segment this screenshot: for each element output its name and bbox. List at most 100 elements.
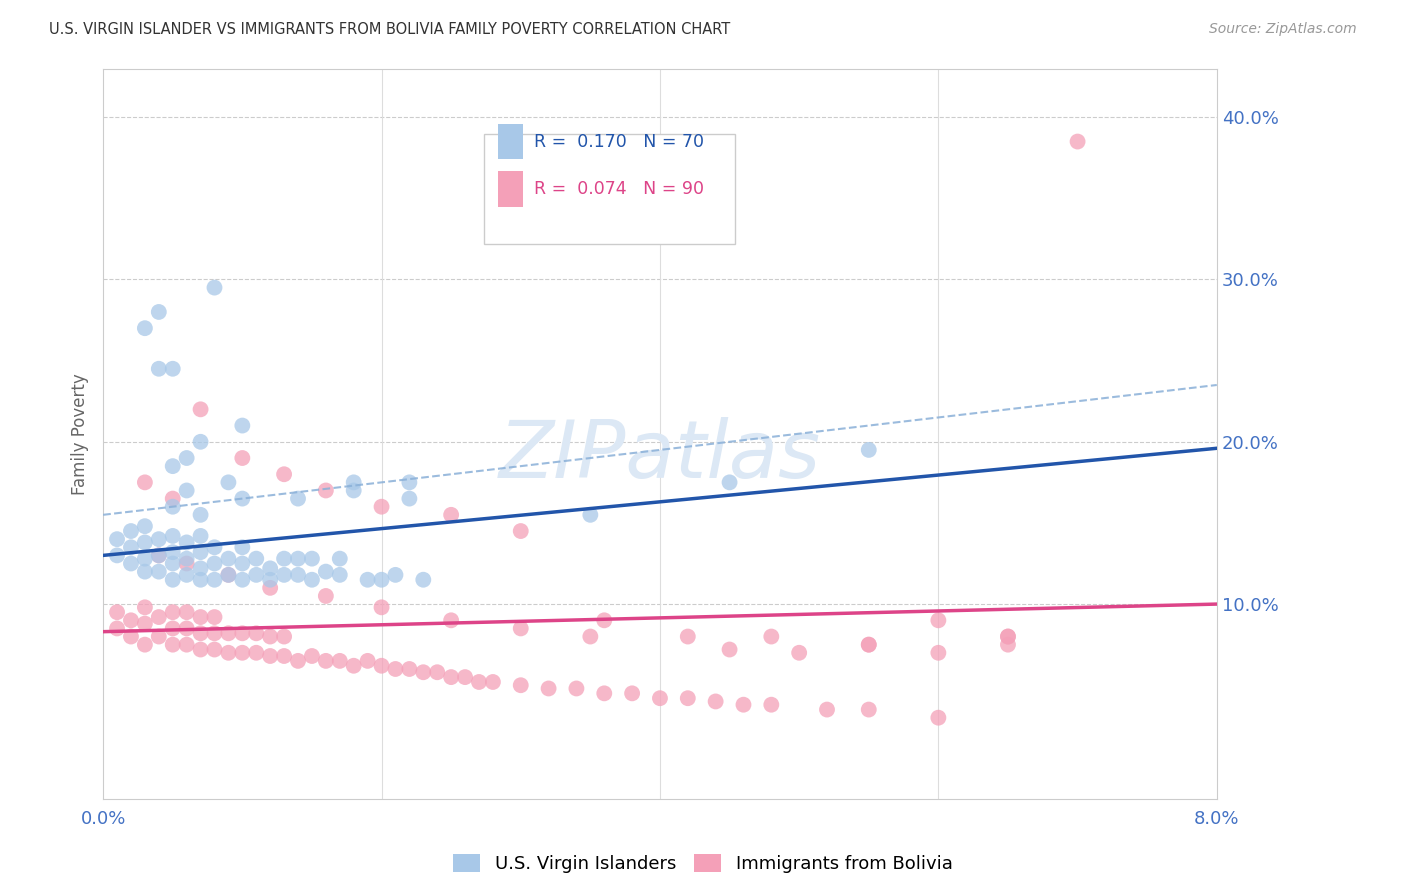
Point xyxy=(105,532,128,546)
Point xyxy=(858,638,880,652)
Point xyxy=(315,565,337,579)
Point xyxy=(148,549,170,563)
Point xyxy=(329,654,352,668)
Point xyxy=(259,561,281,575)
Point xyxy=(162,491,184,506)
Point xyxy=(315,589,337,603)
Point xyxy=(120,630,142,644)
Point xyxy=(509,622,531,636)
Point xyxy=(204,280,226,294)
Point xyxy=(231,557,253,571)
Point xyxy=(398,662,420,676)
Point xyxy=(190,508,212,522)
Point xyxy=(134,519,156,533)
Point xyxy=(398,491,420,506)
Point xyxy=(997,630,1019,644)
Point xyxy=(190,434,212,449)
Point xyxy=(370,573,392,587)
Point xyxy=(190,561,212,575)
Point xyxy=(384,567,406,582)
Point xyxy=(217,567,239,582)
Point xyxy=(468,675,491,690)
Bar xyxy=(499,124,523,159)
Point xyxy=(148,565,170,579)
Point xyxy=(718,642,741,657)
Point xyxy=(176,638,198,652)
Point xyxy=(315,483,337,498)
Point xyxy=(676,691,699,706)
Point xyxy=(190,626,212,640)
Point xyxy=(134,616,156,631)
Point xyxy=(134,565,156,579)
Point xyxy=(704,694,727,708)
Point xyxy=(356,573,378,587)
Point xyxy=(120,557,142,571)
Point xyxy=(231,418,253,433)
Point xyxy=(190,402,212,417)
Point xyxy=(245,551,267,566)
Point xyxy=(537,681,560,696)
Point xyxy=(231,573,253,587)
Y-axis label: Family Poverty: Family Poverty xyxy=(72,373,89,494)
Point xyxy=(162,529,184,543)
Point xyxy=(440,613,463,627)
Point xyxy=(648,691,671,706)
Text: R =  0.170   N = 70: R = 0.170 N = 70 xyxy=(534,133,704,151)
Point xyxy=(162,459,184,474)
Point xyxy=(718,475,741,490)
Point xyxy=(245,646,267,660)
Point xyxy=(579,508,602,522)
Point xyxy=(482,675,505,690)
Point xyxy=(287,551,309,566)
Point xyxy=(815,702,838,716)
Point xyxy=(356,654,378,668)
Point xyxy=(370,500,392,514)
Point xyxy=(120,613,142,627)
Point xyxy=(162,573,184,587)
Point xyxy=(301,648,323,663)
Point xyxy=(858,442,880,457)
Point xyxy=(927,646,949,660)
Point xyxy=(134,535,156,549)
Point xyxy=(398,475,420,490)
Point xyxy=(148,532,170,546)
Point xyxy=(1066,135,1088,149)
Point xyxy=(927,711,949,725)
Point xyxy=(858,638,880,652)
Point xyxy=(259,573,281,587)
Point xyxy=(204,573,226,587)
Point xyxy=(509,524,531,538)
Point xyxy=(231,626,253,640)
Point xyxy=(190,545,212,559)
Point xyxy=(412,573,434,587)
Point xyxy=(204,610,226,624)
Point xyxy=(287,654,309,668)
Point xyxy=(565,681,588,696)
Legend: U.S. Virgin Islanders, Immigrants from Bolivia: U.S. Virgin Islanders, Immigrants from B… xyxy=(449,848,957,879)
Point xyxy=(105,605,128,619)
Point xyxy=(343,658,366,673)
Point xyxy=(176,483,198,498)
Point xyxy=(301,551,323,566)
Point xyxy=(176,567,198,582)
Point xyxy=(120,524,142,538)
Bar xyxy=(499,171,523,207)
Point xyxy=(190,642,212,657)
Point xyxy=(787,646,810,660)
Point xyxy=(134,600,156,615)
Point xyxy=(176,605,198,619)
Point xyxy=(105,549,128,563)
Point xyxy=(593,613,616,627)
Point xyxy=(273,467,295,482)
Point xyxy=(204,642,226,657)
Point xyxy=(343,483,366,498)
Point xyxy=(204,557,226,571)
Point xyxy=(231,450,253,465)
Point xyxy=(120,541,142,555)
Point xyxy=(370,658,392,673)
Point xyxy=(217,475,239,490)
Point xyxy=(176,450,198,465)
Point xyxy=(190,610,212,624)
Point xyxy=(162,638,184,652)
Text: R =  0.074   N = 90: R = 0.074 N = 90 xyxy=(534,180,704,198)
